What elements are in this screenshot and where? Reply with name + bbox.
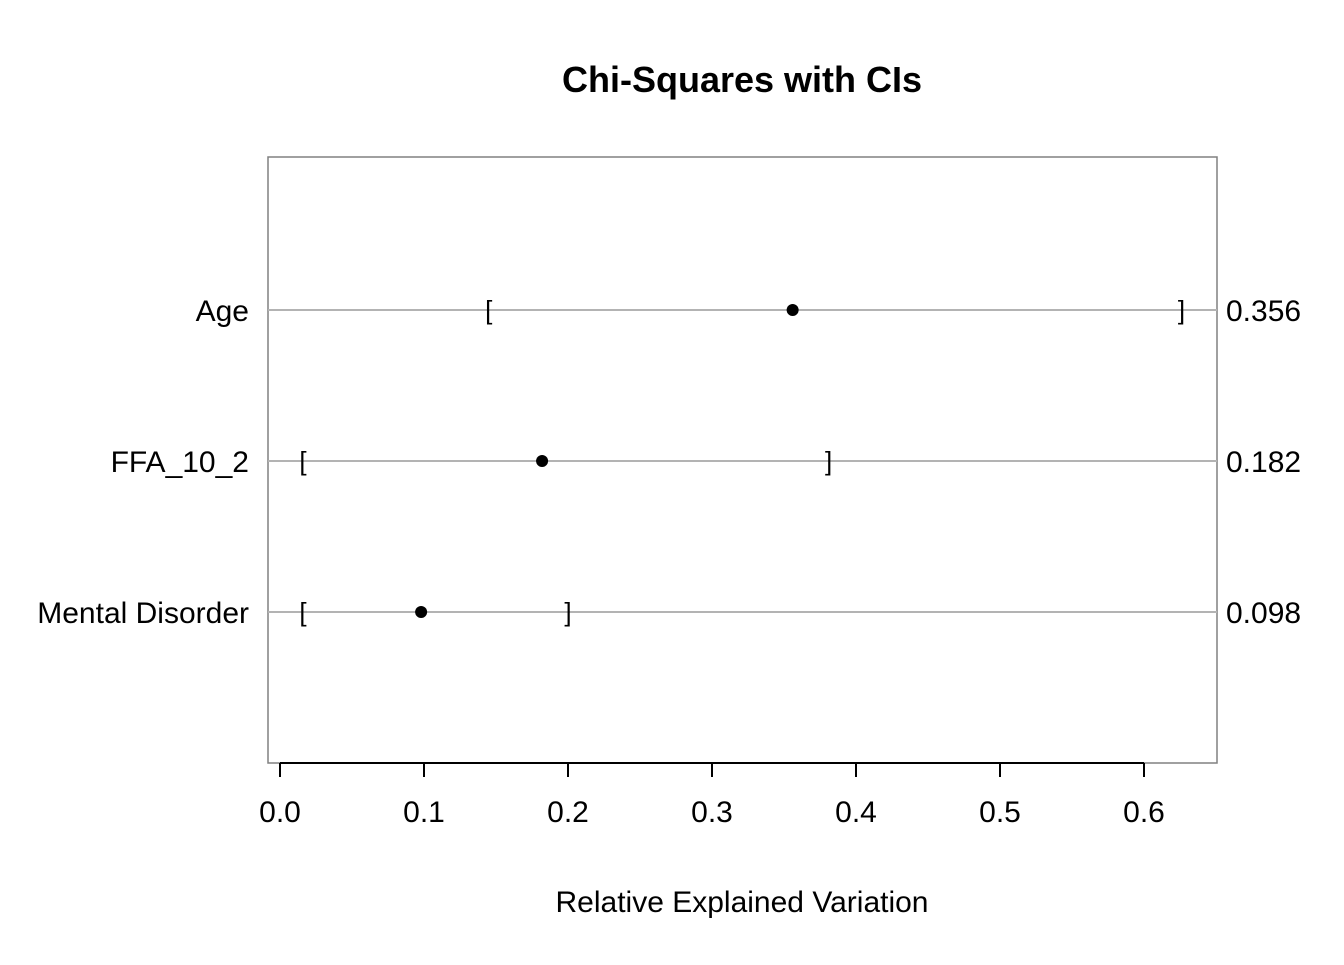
x-tick-label: 0.2	[547, 796, 589, 829]
x-tick-label: 0.6	[1123, 796, 1165, 829]
value-label: 0.182	[1226, 446, 1301, 479]
chart-row: FFA_10_2 [] 0.182	[111, 446, 1302, 479]
ci-upper-bracket: ]	[825, 446, 832, 476]
rows-layer: Age [] 0.356 FFA_10_2 [] 0.182 Mental Disorder…	[37, 295, 1301, 630]
data-point	[536, 455, 549, 467]
ci-upper-bracket: ]	[1178, 295, 1185, 325]
data-point	[415, 606, 428, 618]
category-label: Mental Disorder	[37, 597, 249, 630]
chart-row: Mental Disorder [] 0.098	[37, 597, 1301, 630]
x-tick-label: 0.1	[403, 796, 445, 829]
ci-lower-bracket: [	[485, 295, 493, 325]
ci-upper-bracket: ]	[564, 597, 571, 627]
value-label: 0.098	[1226, 597, 1301, 630]
x-axis: 0.0 0.1 0.2 0.3 0.4 0.5 0.6	[259, 762, 1165, 829]
ci-lower-bracket: [	[299, 446, 307, 476]
ci-lower-bracket: [	[299, 597, 307, 627]
chart-title: Chi-Squares with CIs	[562, 59, 922, 100]
value-label: 0.356	[1226, 295, 1301, 328]
x-axis-title: Relative Explained Variation	[556, 886, 929, 919]
category-label: Age	[196, 295, 249, 328]
x-tick-label: 0.3	[691, 796, 733, 829]
category-label: FFA_10_2	[111, 446, 249, 479]
x-tick-label: 0.5	[979, 796, 1021, 829]
x-tick-label: 0.0	[259, 796, 301, 829]
chart-row: Age [] 0.356	[196, 295, 1301, 328]
x-tick-label: 0.4	[835, 796, 877, 829]
data-point	[786, 304, 799, 316]
